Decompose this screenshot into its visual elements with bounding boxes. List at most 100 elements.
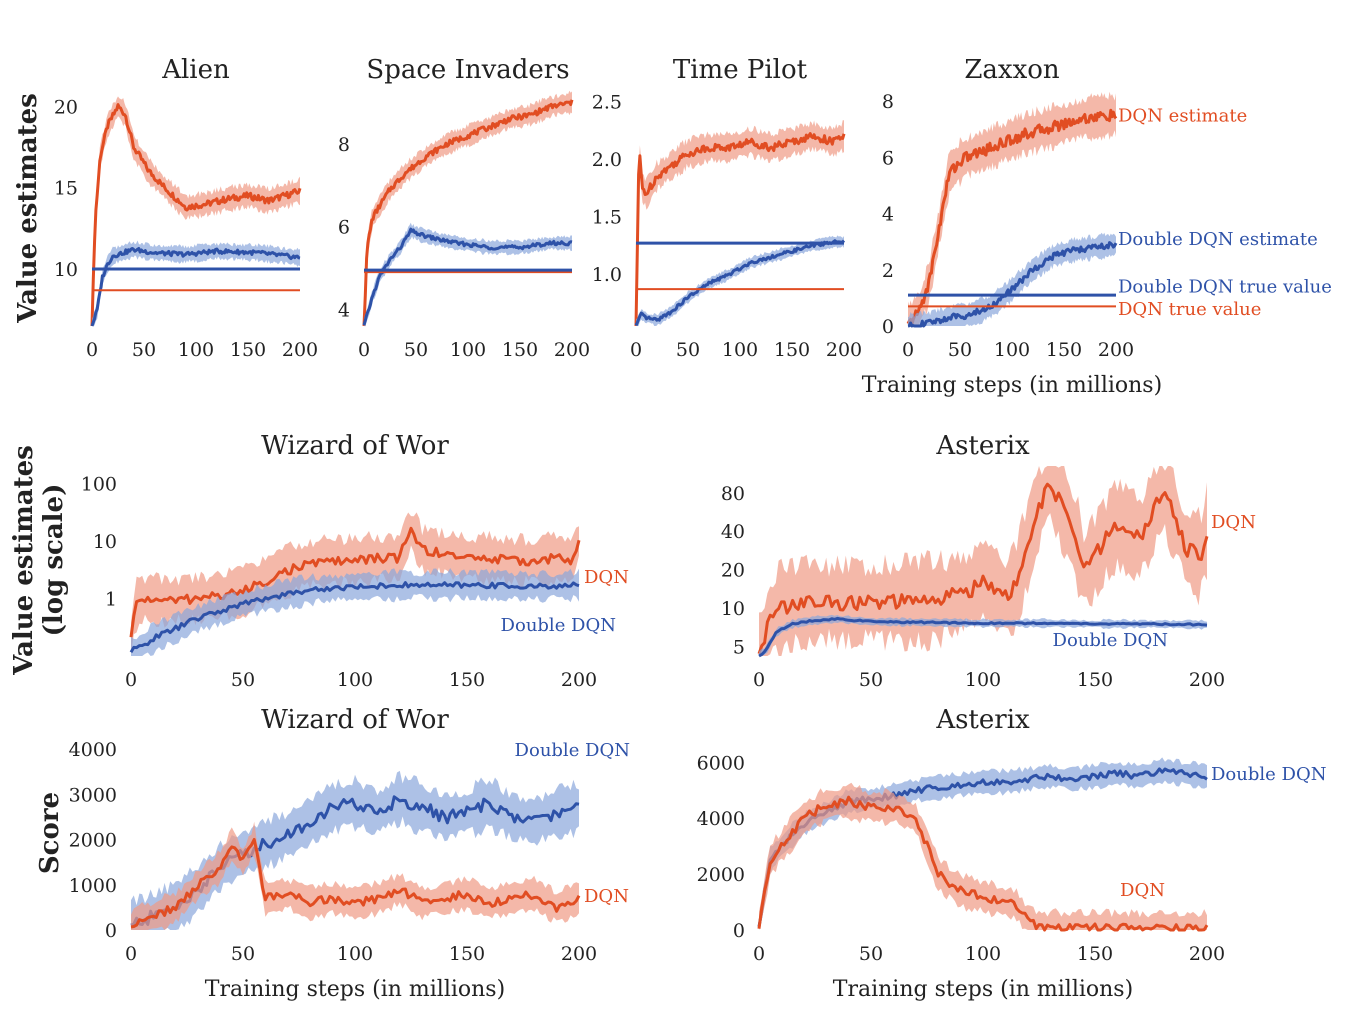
y-tick-label: 10 (54, 259, 78, 281)
y-tick-label: 0 (105, 920, 117, 942)
x-tick-label: 50 (231, 943, 255, 965)
ddqn-variance-band (131, 568, 579, 656)
ddqn-variance-band (92, 240, 300, 326)
x-tick-label: 100 (337, 669, 373, 691)
dqn-series-line (906, 108, 1118, 327)
y-tick-label: 0 (882, 316, 894, 338)
panel-title: Wizard of Wor (261, 431, 449, 461)
x-tick-label: 150 (1046, 339, 1082, 361)
y-tick-label: 2.5 (592, 92, 622, 114)
y-tick-label: 10 (721, 598, 745, 620)
series-label: Double DQN estimate (1118, 229, 1318, 250)
x-tick-label: 200 (554, 339, 590, 361)
dqn-series-line (90, 103, 302, 327)
panel-space-invaders: Space Invaders 0 50 100 150 200 4 6 8 (338, 55, 590, 361)
dqn-series-line (129, 526, 581, 638)
y-tick-label: 2000 (697, 864, 745, 886)
y-axis-label-top: Value estimates (13, 93, 43, 324)
x-tick-label: 0 (125, 943, 137, 965)
y-tick-label: 1.0 (592, 264, 622, 286)
y-tick-label: 4000 (69, 739, 117, 761)
y-tick-label: 6000 (697, 752, 745, 774)
ddqn-label: Double DQN (1211, 764, 1326, 785)
y-tick-label: 4000 (697, 808, 745, 830)
x-tick-label: 200 (561, 943, 597, 965)
y-tick-label: 4 (882, 204, 894, 226)
dqn-series-line (362, 99, 574, 327)
series-label: Double DQN true value (1118, 277, 1332, 298)
dqn-label: DQN (1211, 512, 1256, 533)
x-tick-label: 50 (859, 943, 883, 965)
x-tick-label: 100 (178, 339, 214, 361)
x-tick-label: 50 (859, 669, 883, 691)
x-tick-label: 0 (86, 339, 98, 361)
x-tick-label: 150 (774, 339, 810, 361)
dqn-variance-band (759, 782, 1207, 930)
x-tick-label: 100 (722, 339, 758, 361)
x-tick-label: 150 (1077, 669, 1113, 691)
ddqn-label: Double DQN (515, 740, 630, 761)
x-tick-label: 0 (902, 339, 914, 361)
y-tick-label: 8 (882, 91, 894, 113)
dqn-variance-band (364, 90, 572, 326)
x-tick-label: 150 (449, 669, 485, 691)
ddqn-series-line (362, 227, 573, 326)
panel-title: Time Pilot (673, 55, 808, 85)
panel-title: Asterix (935, 431, 1030, 461)
x-tick-label: 150 (1077, 943, 1113, 965)
ddqn-label: Double DQN (501, 615, 616, 636)
x-tick-label: 100 (337, 943, 373, 965)
series-label: DQN estimate (1118, 105, 1247, 126)
ddqn-label: Double DQN (1053, 630, 1168, 651)
x-tick-label: 0 (630, 339, 642, 361)
ddqn-series-line (634, 239, 846, 327)
y-tick-label: 40 (721, 521, 745, 543)
y-tick-label: 10 (93, 531, 117, 553)
ddqn-variance-band (636, 235, 844, 326)
x-tick-label: 200 (826, 339, 862, 361)
ddqn-variance-band (908, 232, 1116, 326)
panel-title: Zaxxon (964, 55, 1060, 85)
x-tick-label: 50 (132, 339, 156, 361)
y-tick-label: 1000 (69, 875, 117, 897)
panel-time-pilot: Time Pilot 0 50 100 150 200 1.0 1.5 2.0 2.5 (592, 55, 862, 361)
ddqn-series-line (758, 616, 1208, 658)
dqn-variance-band (636, 120, 844, 326)
dqn-series-line (757, 795, 1209, 932)
y-tick-label: 2 (882, 260, 894, 282)
x-tick-label: 100 (965, 669, 1001, 691)
dqn-label: DQN (584, 886, 629, 907)
dqn-series-line (757, 482, 1209, 655)
y-tick-label: 8 (338, 134, 350, 156)
dqn-variance-band (92, 96, 300, 327)
x-tick-label: 0 (358, 339, 370, 361)
x-tick-label: 50 (231, 669, 255, 691)
panel-zaxxon: Zaxxon 0 50 100 150 200 0 2 4 6 8 Training steps (i… (862, 55, 1332, 398)
y-tick-label: 20 (721, 560, 745, 582)
dqn-variance-band (131, 821, 579, 930)
dqn-variance-band (759, 466, 1207, 656)
ddqn-series-line (129, 581, 580, 653)
x-tick-label: 100 (450, 339, 486, 361)
y-tick-label: 4 (338, 299, 350, 321)
x-tick-label: 50 (676, 339, 700, 361)
y-tick-label: 5 (733, 636, 745, 658)
y-tick-label: 80 (721, 483, 745, 505)
panel-title: Alien (161, 55, 230, 85)
y-tick-label: 100 (81, 473, 117, 495)
panel-title: Wizard of Wor (261, 705, 449, 735)
x-tick-label: 200 (282, 339, 318, 361)
x-tick-label: 50 (404, 339, 428, 361)
x-axis-label: Training steps (in millions) (833, 977, 1133, 1002)
panel-title: Space Invaders (366, 55, 569, 85)
dqn-series-line (634, 132, 846, 327)
y-tick-label: 2000 (69, 830, 117, 852)
x-axis-label: Training steps (in millions) (205, 977, 505, 1002)
ddqn-variance-band (364, 222, 572, 326)
x-tick-label: 100 (994, 339, 1030, 361)
series-label: DQN true value (1118, 299, 1261, 320)
x-tick-label: 100 (965, 943, 1001, 965)
x-tick-label: 200 (1189, 669, 1225, 691)
